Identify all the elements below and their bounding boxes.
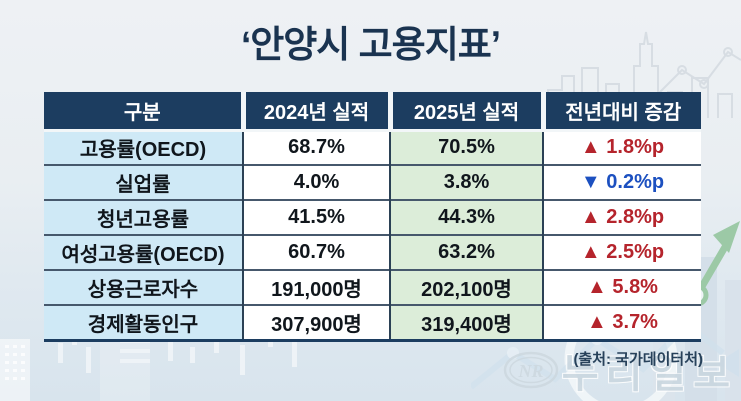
- value-2024-cell: 191,000명: [242, 269, 390, 305]
- value-2024-cell: 307,900명: [242, 304, 390, 342]
- source-note: (출처: 국가데이터처): [573, 351, 703, 368]
- yoy-change-cell: ▲ 2.8%p: [542, 199, 701, 235]
- header-2024-result: 2024년 실적: [240, 92, 390, 132]
- table-header: 구분 2024년 실적 2025년 실적 전년대비 증감: [44, 92, 701, 132]
- category-cell: 실업률: [44, 164, 243, 200]
- value-2025-cell: 70.5%: [389, 130, 543, 165]
- yoy-change-cell: ▲ 1.8%p: [542, 130, 701, 165]
- table-body: 고용률(OECD) 68.7% 70.5% ▲ 1.8%p 실업률 4.0% 3.8% ▼ 0…: [44, 130, 701, 342]
- category-cell: 청년고용률: [44, 199, 243, 235]
- value-2025-cell: 44.3%: [389, 199, 543, 235]
- table-row: 상용근로자수 191,000명 202,100명 ▲ 5.8%: [44, 269, 701, 305]
- value-2024-cell: 41.5%: [242, 199, 390, 235]
- nr-logo-icon: NR: [503, 351, 559, 389]
- table-row: 여성고용률(OECD) 60.7% 63.2% ▲ 2.5%p: [44, 234, 701, 270]
- table-row: 고용률(OECD) 68.7% 70.5% ▲ 1.8%p: [44, 130, 701, 165]
- yoy-change-cell: ▼ 0.2%p: [542, 164, 701, 200]
- yoy-change-cell: ▲ 2.5%p: [542, 234, 701, 270]
- category-cell: 상용근로자수: [44, 269, 243, 305]
- header-category: 구분: [44, 92, 243, 132]
- employment-table: 구분 2024년 실적 2025년 실적 전년대비 증감 고용률(OECD) 68…: [44, 92, 701, 342]
- value-2025-cell: 63.2%: [389, 234, 543, 270]
- category-cell: 여성고용률(OECD): [44, 234, 243, 270]
- value-2025-cell: 319,400명: [389, 304, 543, 342]
- value-2024-cell: 60.7%: [242, 234, 390, 270]
- table-row: 경제활동인구 307,900명 319,400명 ▲ 3.7%: [44, 304, 701, 342]
- table-row: 청년고용률 41.5% 44.3% ▲ 2.8%p: [44, 199, 701, 235]
- value-2024-cell: 68.7%: [242, 130, 390, 165]
- svg-text:NR: NR: [517, 361, 543, 381]
- yoy-change-cell: ▲ 3.7%: [542, 304, 701, 342]
- header-yoy-change: 전년대비 증감: [540, 92, 701, 132]
- header-2025-result: 2025년 실적: [387, 92, 543, 132]
- value-2025-cell: 202,100명: [389, 269, 543, 305]
- value-2025-cell: 3.8%: [389, 164, 543, 200]
- yoy-change-cell: ▲ 5.8%: [542, 269, 701, 305]
- table-row: 실업률 4.0% 3.8% ▼ 0.2%p: [44, 164, 701, 200]
- category-cell: 고용률(OECD): [44, 130, 243, 165]
- category-cell: 경제활동인구: [44, 304, 243, 342]
- value-2024-cell: 4.0%: [242, 164, 390, 200]
- page-title: ‘안양시 고용지표’: [240, 24, 501, 65]
